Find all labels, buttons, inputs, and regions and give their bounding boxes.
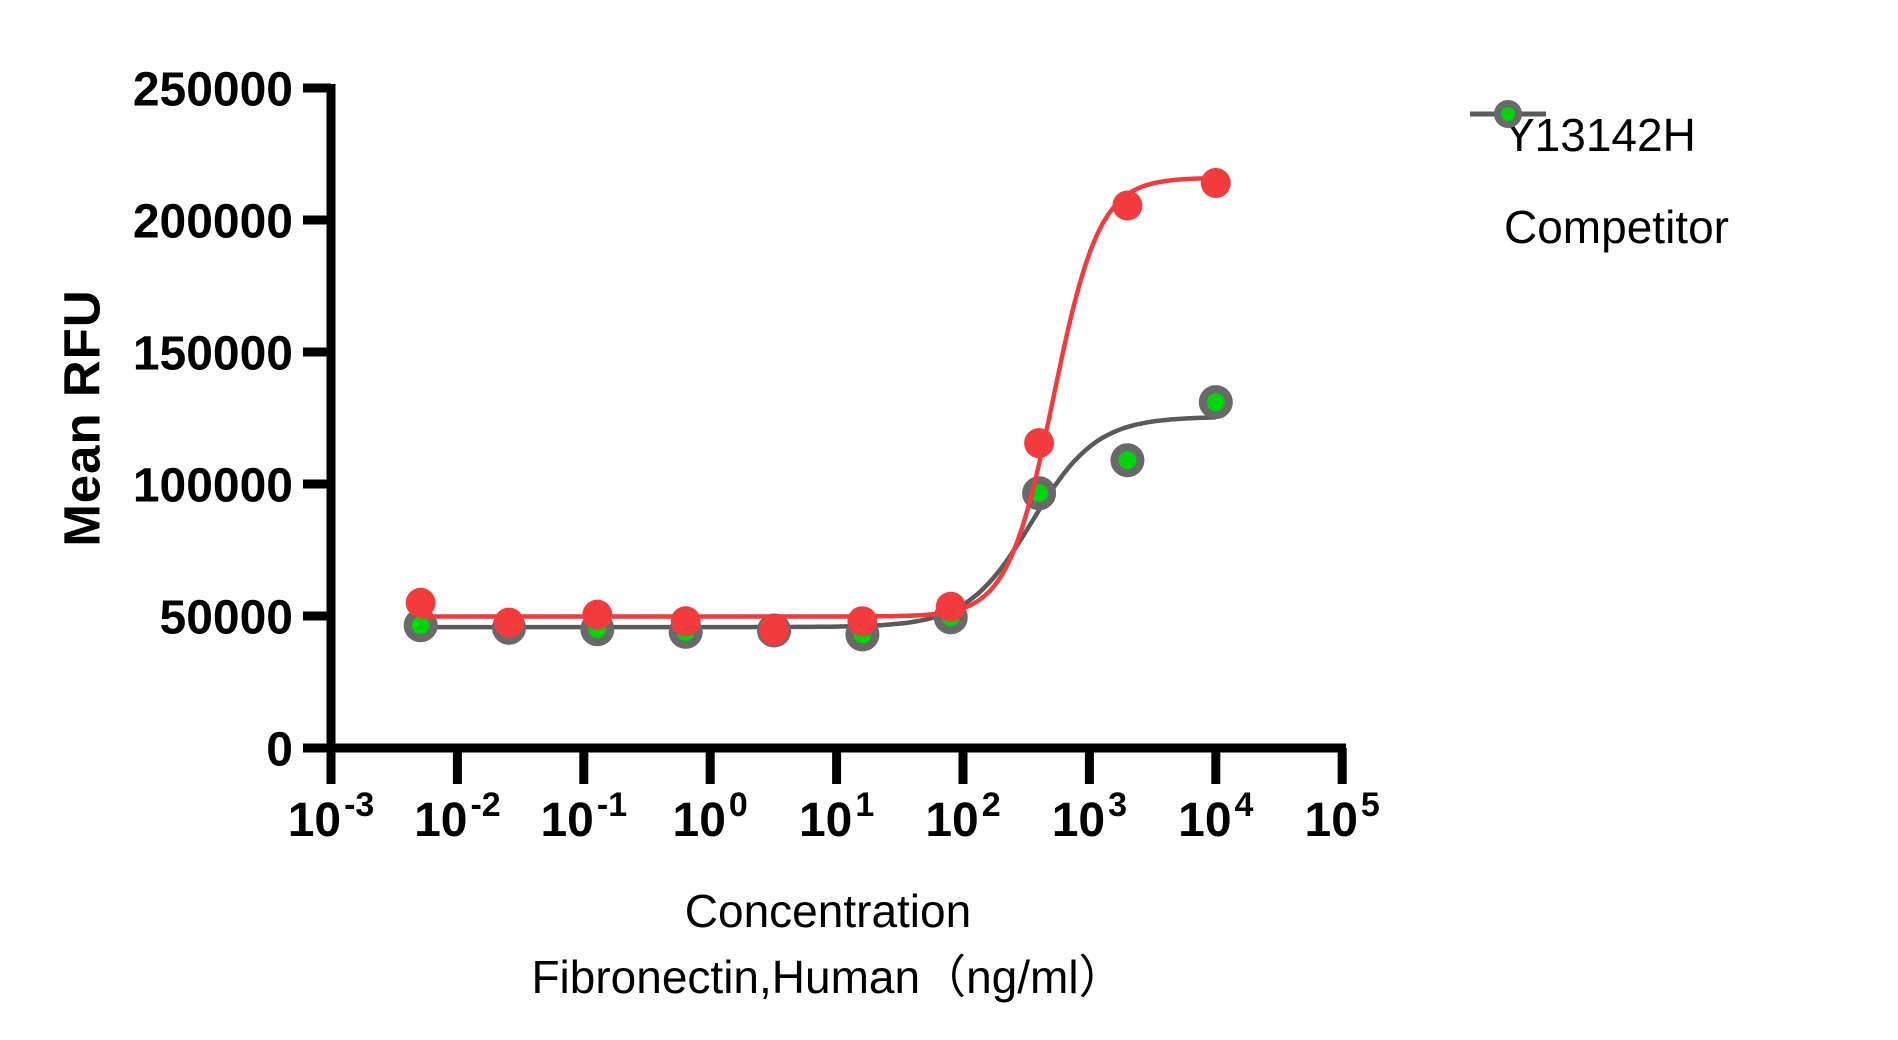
y-tick-label: 100000 (133, 459, 293, 512)
data-point-competitor (1198, 385, 1233, 420)
data-point-y13142h (1024, 428, 1055, 459)
legend-marker-dot (1494, 100, 1522, 128)
x-tick-label: 102 (925, 786, 1000, 847)
data-point-y13142h (405, 587, 436, 618)
data-point-y13142h (494, 607, 525, 638)
data-point-y13142h (759, 615, 790, 646)
competitor-fit-curve (420, 415, 1216, 630)
legend-item-competitor: Competitor (1468, 100, 1729, 270)
data-point-y13142h (847, 606, 878, 637)
x-axis-title-line1: Concentration (684, 885, 972, 937)
x-axis-title-line2: Fibronectin,Human（ng/ml） (531, 951, 1125, 1003)
legend: Y13142H Competitor (1468, 92, 1729, 270)
y-tick-label: 200000 (133, 195, 293, 248)
x-tick-label: 100 (673, 786, 748, 847)
x-tick-label: 10-2 (414, 786, 501, 847)
competitor-series-marker-icon (1470, 100, 1546, 128)
legend-label-y13142h: Y13142H (1504, 109, 1696, 161)
y-tick-label: 150000 (133, 327, 293, 380)
x-tick-label: 10-3 (288, 786, 375, 847)
x-tick-label: 104 (1178, 786, 1253, 847)
y-axis-title: Mean RFU (53, 289, 111, 547)
x-axis-title: Concentration Fibronectin,Human（ng/ml） (531, 878, 1124, 1010)
data-point-y13142h (582, 599, 613, 630)
x-tick-label: 101 (799, 786, 874, 847)
y-tick-label: 50000 (160, 591, 293, 644)
data-point-y13142h (670, 606, 701, 637)
data-point-y13142h (1200, 168, 1231, 199)
data-point-y13142h (935, 591, 966, 622)
y-tick-label: 250000 (133, 63, 293, 116)
data-point-competitor (1110, 443, 1145, 478)
x-tick-label: 105 (1305, 786, 1380, 847)
x-tick-label: 103 (1052, 786, 1127, 847)
x-tick-label: 10-1 (540, 786, 627, 847)
data-point-y13142h (1112, 190, 1143, 221)
legend-label-competitor: Competitor (1504, 201, 1729, 253)
y-tick-label: 0 (266, 723, 293, 776)
y13142h-fit-curve (420, 175, 1216, 619)
